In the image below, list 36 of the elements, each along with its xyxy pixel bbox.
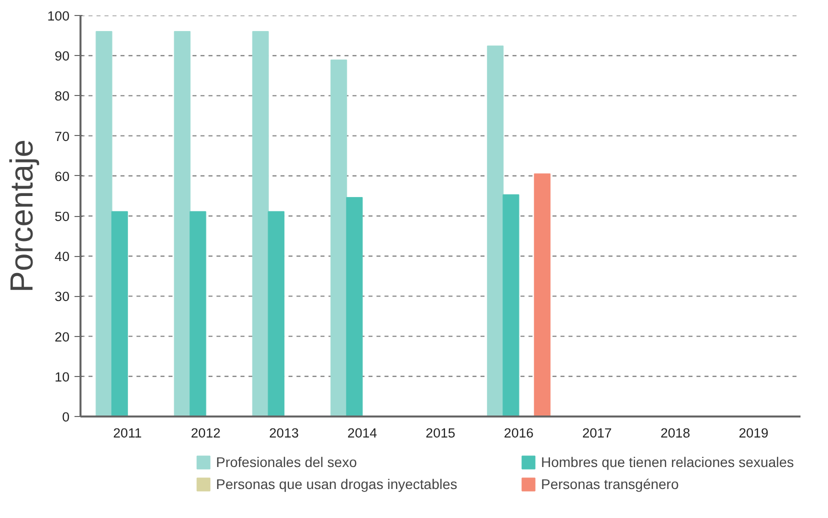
bar <box>330 60 348 416</box>
x-tick-label: 2014 <box>347 426 378 440</box>
y-tick-label: 60 <box>54 168 70 184</box>
x-tick-label: 2013 <box>269 426 299 440</box>
legend-label: Hombres que tienen relaciones sexuales <box>541 454 795 470</box>
y-tick-label: 0 <box>62 410 70 424</box>
bar <box>346 197 363 416</box>
bar <box>96 31 112 416</box>
y-tick-label: 20 <box>54 329 70 344</box>
x-tick-label: 2017 <box>582 426 612 440</box>
x-tick-label: 2018 <box>660 426 690 440</box>
y-tick-label: 40 <box>54 249 70 264</box>
y-axis-title: Porcentaje <box>3 140 40 292</box>
x-tick-label: 2012 <box>190 426 221 440</box>
y-tick-label: 80 <box>54 88 70 104</box>
legend-label: Personas transgénero <box>541 476 680 492</box>
bar <box>502 194 520 416</box>
x-tick-label: 2011 <box>113 426 142 440</box>
bar <box>268 211 284 416</box>
bar <box>111 211 128 416</box>
y-tick-label: 100 <box>47 8 70 24</box>
y-tick-label: 70 <box>54 128 70 144</box>
y-tick-label: 30 <box>54 289 70 304</box>
bar <box>486 45 504 416</box>
legend-label: Profesionales del sexo <box>216 454 358 470</box>
x-tick-label: 2019 <box>738 426 768 440</box>
y-tick-label: 90 <box>54 48 70 64</box>
x-tick-label: 2016 <box>504 426 534 440</box>
x-tick-label: 2015 <box>426 426 456 440</box>
y-tick-label: 50 <box>54 209 70 224</box>
bar <box>252 31 269 416</box>
bar <box>190 211 206 416</box>
bar <box>534 173 551 416</box>
bar <box>174 31 191 416</box>
legend-label: Personas que usan drogas inyectables <box>216 476 458 492</box>
y-tick-label: 10 <box>54 369 70 384</box>
